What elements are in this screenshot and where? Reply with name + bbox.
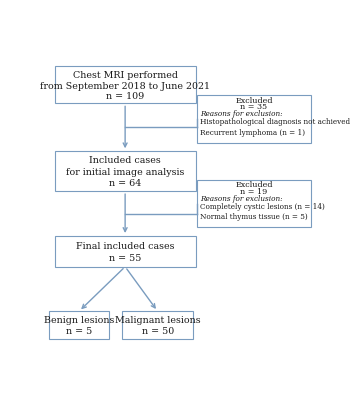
Text: Chest MRI performed: Chest MRI performed: [73, 71, 177, 80]
FancyBboxPatch shape: [197, 95, 311, 143]
FancyBboxPatch shape: [49, 311, 109, 339]
Text: n = 35: n = 35: [240, 103, 267, 111]
FancyBboxPatch shape: [55, 66, 196, 104]
Text: n = 50: n = 50: [141, 327, 174, 336]
Text: Reasons for exclusion:: Reasons for exclusion:: [200, 195, 282, 203]
Text: Completely cystic lesions (n = 14): Completely cystic lesions (n = 14): [200, 203, 324, 211]
Text: Excluded: Excluded: [235, 97, 273, 105]
Text: n = 19: n = 19: [240, 188, 268, 196]
Text: Malignant lesions: Malignant lesions: [115, 316, 201, 325]
FancyBboxPatch shape: [122, 311, 193, 339]
FancyBboxPatch shape: [197, 180, 311, 228]
Text: from September 2018 to June 2021: from September 2018 to June 2021: [40, 82, 210, 90]
Text: n = 5: n = 5: [66, 327, 92, 336]
FancyBboxPatch shape: [55, 236, 196, 267]
Text: for initial image analysis: for initial image analysis: [66, 168, 184, 177]
Text: Recurrent lymphoma (n = 1): Recurrent lymphoma (n = 1): [200, 129, 305, 137]
Text: Excluded: Excluded: [235, 181, 273, 189]
Text: n = 64: n = 64: [109, 179, 141, 188]
Text: Final included cases: Final included cases: [76, 242, 174, 251]
Text: Included cases: Included cases: [89, 156, 161, 166]
Text: Reasons for exclusion:: Reasons for exclusion:: [200, 110, 282, 118]
Text: n = 55: n = 55: [109, 254, 141, 263]
Text: Normal thymus tissue (n = 5): Normal thymus tissue (n = 5): [200, 213, 307, 221]
Text: Histopathological diagnosis not achieved (n = 34): Histopathological diagnosis not achieved…: [200, 118, 350, 126]
Text: Benign lesions: Benign lesions: [44, 316, 114, 325]
Text: n = 109: n = 109: [106, 92, 144, 101]
FancyBboxPatch shape: [55, 151, 196, 191]
